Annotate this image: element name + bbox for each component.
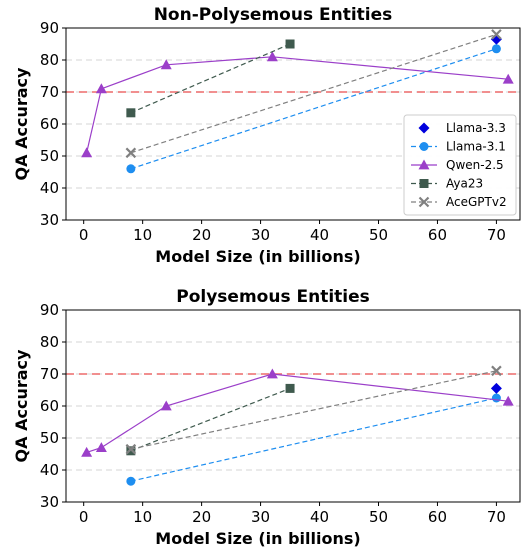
- data-point: [502, 395, 514, 406]
- data-point: [285, 39, 295, 49]
- y-tick-label: 80: [40, 51, 59, 69]
- x-tick-label: 20: [192, 508, 211, 526]
- data-point: [126, 446, 136, 456]
- y-tick-label: 70: [40, 83, 59, 101]
- legend-label: Llama-3.1: [446, 140, 506, 154]
- legend-label: AceGPTv2: [446, 195, 507, 209]
- chart-panel-2: 30 40 50 60 70 80 90 0 10 20 30 40 50 60 70 Polysemous …: [12, 287, 521, 548]
- legend-item: Qwen-2.5: [411, 158, 504, 172]
- data-point: [95, 442, 107, 452]
- series-aya23: [126, 39, 295, 118]
- y-tick-label: 50: [40, 147, 59, 165]
- legend-item: AceGPTv2: [411, 195, 507, 209]
- data-point: [491, 44, 501, 54]
- x-tick-label: 60: [428, 226, 447, 244]
- series-acegptv2: [125, 365, 502, 455]
- data-point: [266, 51, 278, 62]
- data-point: [491, 365, 502, 377]
- data-point: [81, 147, 93, 158]
- x-tick-label: 30: [251, 226, 270, 244]
- x-tick-label: 0: [79, 508, 89, 526]
- data-point: [502, 73, 514, 84]
- series-line: [130, 397, 497, 482]
- legend-marker: [418, 159, 430, 170]
- series-line: [130, 33, 497, 154]
- data-point: [126, 164, 136, 174]
- data-point: [125, 147, 137, 159]
- series-llama-3-3: [490, 382, 502, 394]
- y-tick-label: 80: [40, 333, 59, 351]
- series-llama-3-1: [126, 44, 501, 174]
- series-aya23: [126, 383, 295, 456]
- series-acegptv2: [125, 29, 502, 159]
- legend-label: Qwen-2.5: [446, 158, 504, 172]
- x-tick-label: 30: [251, 508, 270, 526]
- y-axis-label: QA Accuracy: [12, 349, 31, 462]
- chart-title: Polysemous Entities: [176, 287, 370, 307]
- y-tick-label: 40: [40, 461, 59, 479]
- x-tick-label: 60: [428, 508, 447, 526]
- data-point: [125, 443, 137, 455]
- x-tick-label: 50: [369, 508, 388, 526]
- y-tick-label: 40: [40, 179, 59, 197]
- data-point: [285, 383, 295, 393]
- x-tick-label: 40: [310, 226, 329, 244]
- series-line: [130, 387, 291, 452]
- data-point: [491, 29, 502, 40]
- legend-marker: [419, 142, 429, 151]
- series-line: [130, 43, 291, 114]
- y-tick-label: 50: [40, 429, 59, 447]
- data-point: [126, 108, 136, 118]
- legend-label: Aya23: [446, 177, 483, 191]
- legend-item: Llama-3.1: [411, 140, 506, 154]
- x-tick-label: 20: [192, 226, 211, 244]
- legend-label: Llama-3.3: [446, 121, 506, 135]
- y-tick-label: 90: [40, 19, 59, 37]
- series-llama-3-1: [126, 393, 501, 486]
- chart-panel-1: 30 40 50 60 70 80 90 0 10 20 30 40 50 60 70 Non-Polysem…: [12, 5, 521, 266]
- series-line: [130, 48, 497, 170]
- data-point: [160, 59, 172, 70]
- y-tick-label: 30: [40, 211, 59, 229]
- y-tick-label: 30: [40, 493, 59, 511]
- legend: Llama-3.3 Llama-3.1 Qwen-2.5 Aya23 AceGPTv2: [403, 114, 517, 216]
- y-tick-label: 60: [40, 397, 59, 415]
- x-tick-label: 40: [310, 508, 329, 526]
- y-tick-label: 90: [40, 301, 59, 319]
- legend-marker: [418, 196, 430, 208]
- legend-item: Aya23: [411, 177, 483, 191]
- chart-title: Non-Polysemous Entities: [154, 5, 393, 25]
- x-tick-label: 0: [79, 226, 89, 244]
- x-axis-label: Model Size (in billions): [155, 529, 360, 548]
- x-tick-label: 70: [487, 226, 506, 244]
- data-point: [126, 476, 136, 486]
- data-point: [160, 400, 172, 411]
- data-point: [490, 382, 502, 394]
- series-line: [130, 370, 497, 450]
- data-point: [81, 446, 93, 457]
- series-qwen-2-5: [81, 51, 514, 158]
- y-tick-label: 70: [40, 365, 59, 383]
- y-tick-label: 60: [40, 115, 59, 133]
- legend-marker: [418, 122, 430, 134]
- legend-frame: [403, 114, 517, 216]
- legend-marker: [419, 179, 429, 188]
- x-axis-label: Model Size (in billions): [155, 247, 360, 266]
- x-tick-label: 10: [133, 226, 152, 244]
- data-point: [266, 368, 278, 379]
- data-point: [95, 83, 107, 94]
- x-tick-label: 10: [133, 508, 152, 526]
- series-qwen-2-5: [81, 368, 514, 457]
- x-tick-label: 70: [487, 508, 506, 526]
- x-tick-label: 50: [369, 226, 388, 244]
- legend-item: Llama-3.3: [418, 121, 506, 135]
- data-point: [491, 393, 501, 403]
- y-axis-label: QA Accuracy: [12, 67, 31, 180]
